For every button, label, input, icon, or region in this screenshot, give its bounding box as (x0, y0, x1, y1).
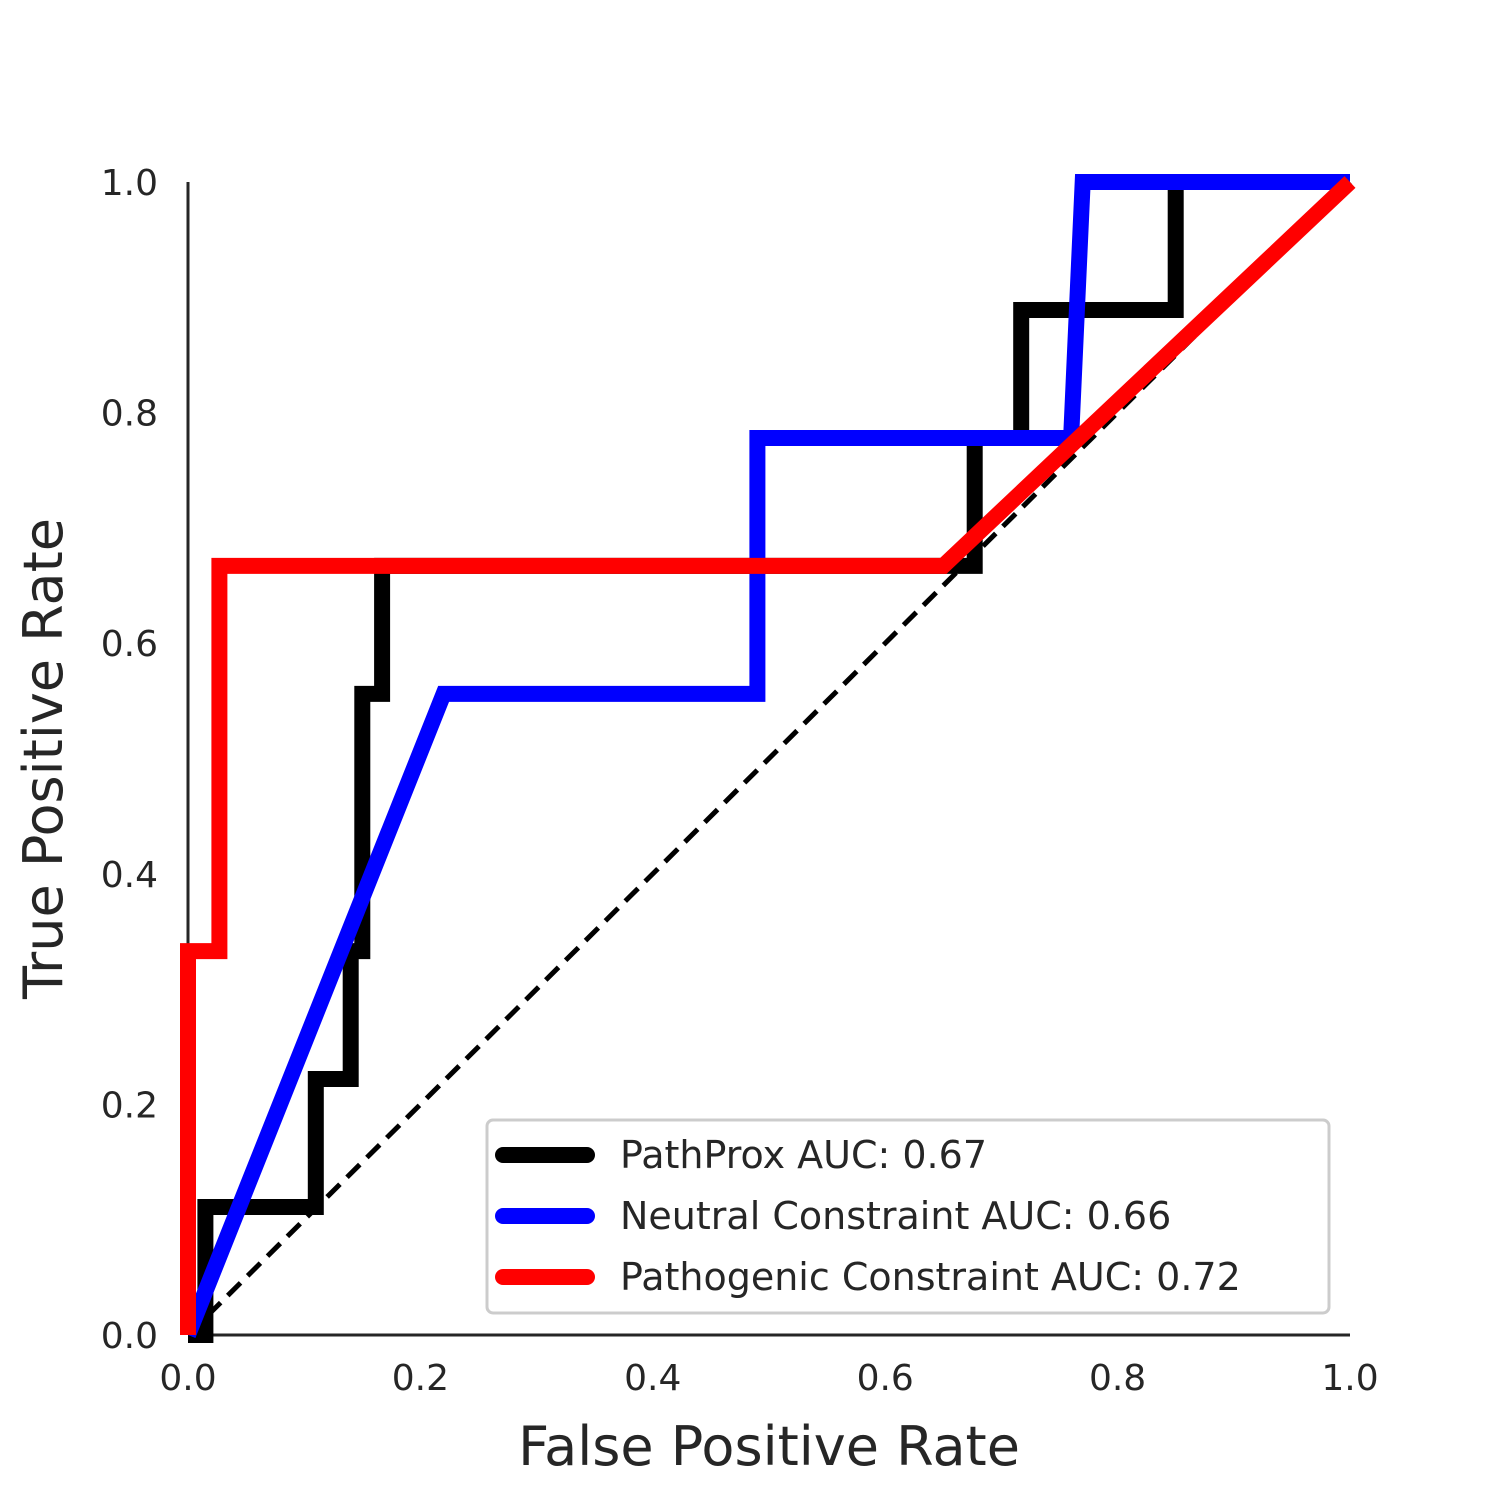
x-axis-title: False Positive Rate (518, 1415, 1020, 1478)
y-tick-label: 0.4 (101, 855, 158, 896)
chance-reference-line (186, 180, 1352, 1337)
y-tick-label: 1.0 (101, 163, 158, 204)
y-tick-label: 0.6 (101, 624, 158, 665)
x-tick-label: 0.8 (1089, 1358, 1146, 1399)
legend-frame (485, 1118, 1331, 1315)
x-tick-label: 0.0 (159, 1358, 216, 1399)
y-tick-labels: 0.0 0.2 0.4 0.6 0.8 1.0 (101, 163, 158, 1357)
y-tick-label: 0.8 (101, 394, 158, 435)
x-tick-label: 1.0 (1321, 1358, 1378, 1399)
y-axis-title: True Positive Rate (12, 518, 75, 1000)
x-tick-label: 0.2 (392, 1358, 449, 1399)
y-tick-label: 0.2 (101, 1085, 158, 1126)
legend-label: Pathogenic Constraint AUC: 0.72 (620, 1255, 1241, 1299)
x-tick-labels: 0.0 0.2 0.4 0.6 0.8 1.0 (159, 1358, 1378, 1399)
series-lines (180, 174, 1356, 1343)
legend-label: PathProx AUC: 0.67 (620, 1133, 987, 1177)
reference-line-layer (186, 180, 1352, 1337)
x-tick-label: 0.4 (624, 1358, 681, 1399)
series-line-1 (180, 174, 1350, 1338)
x-tick-label: 0.6 (857, 1358, 914, 1399)
y-tick-label: 0.0 (101, 1316, 158, 1357)
legend: PathProx AUC: 0.67 Neutral Constraint AUC… (485, 1118, 1331, 1315)
legend-label: Neutral Constraint AUC: 0.66 (620, 1194, 1171, 1238)
series-line-0 (188, 174, 1350, 1343)
series-line-2 (180, 176, 1356, 1335)
